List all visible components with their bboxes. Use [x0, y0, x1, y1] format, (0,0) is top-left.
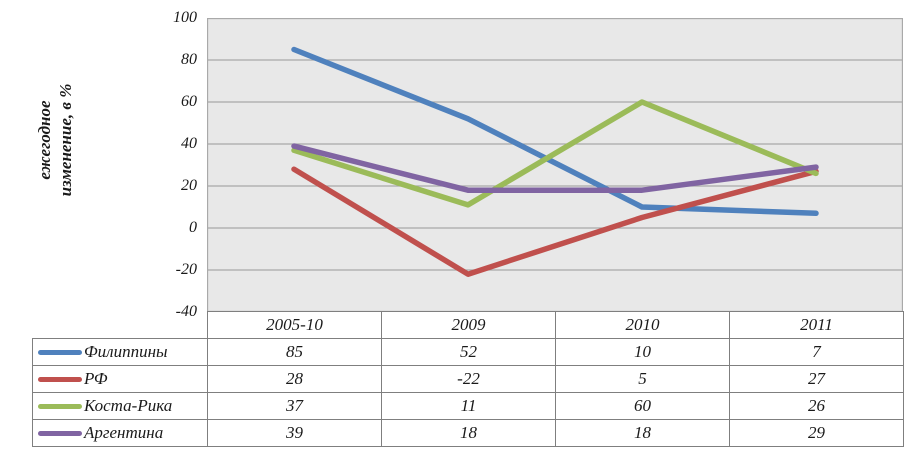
table-corner-cell — [33, 312, 208, 339]
series-name: Аргентина — [84, 423, 164, 442]
legend-line-swatch — [38, 403, 82, 409]
plot-svg — [207, 18, 903, 312]
y-tick-label: 40 — [181, 135, 197, 152]
y-tick-label: 20 — [181, 177, 197, 194]
value-cell: 39 — [207, 419, 382, 447]
value-cell: 28 — [207, 365, 382, 393]
category-header-cell: 2010 — [555, 311, 730, 339]
y-tick-label: -20 — [175, 261, 197, 278]
series-legend: Коста-Рика — [33, 393, 207, 419]
category-header-cell: 2011 — [729, 311, 904, 339]
series-label-cell: Филиппины — [32, 338, 208, 366]
data-table-head: 2005-10 2009 2010 2011 — [33, 311, 904, 339]
legend-line-swatch — [38, 430, 82, 436]
value-cell: 5 — [555, 365, 730, 393]
header-row: 2005-10 2009 2010 2011 — [33, 311, 904, 339]
series-line — [291, 166, 819, 277]
series-label-cell: Коста-Рика — [32, 392, 208, 420]
series-legend: Филиппины — [33, 339, 207, 365]
category-header-cell: 2005-10 — [207, 311, 382, 339]
value-cell: 37 — [207, 392, 382, 420]
series-line — [291, 46, 819, 217]
value-cell: 27 — [729, 365, 904, 393]
value-cell: 52 — [381, 338, 556, 366]
y-tick-label: 100 — [173, 9, 197, 26]
series-line — [291, 143, 819, 193]
series-row: РФ 28 -22 5 27 — [32, 365, 904, 393]
value-cell: 18 — [555, 419, 730, 447]
category-header-cell: 2009 — [381, 311, 556, 339]
data-table-body: Филиппины 85 52 10 7 РФ 28 -22 5 27 Коста-Рика 37 11… — [32, 338, 904, 447]
legend-line-swatch — [38, 349, 82, 355]
legend-line-swatch — [38, 376, 82, 382]
series-row: Аргентина 39 18 18 29 — [32, 419, 904, 447]
series-line — [291, 99, 819, 208]
series-legend: Аргентина — [33, 420, 207, 446]
value-cell: 29 — [729, 419, 904, 447]
series-name: РФ — [84, 369, 108, 388]
value-cell: 18 — [381, 419, 556, 447]
series-label-cell: Аргентина — [32, 419, 208, 447]
series-legend: РФ — [33, 366, 207, 392]
data-table: 2005-10 2009 2010 2011 Филиппины 85 52 10 7 РФ 28… — [32, 311, 904, 447]
series-label-cell: РФ — [32, 365, 208, 393]
value-cell: 26 — [729, 392, 904, 420]
series-name: Коста-Рика — [84, 396, 173, 415]
value-cell: -22 — [381, 365, 556, 393]
value-cell: 60 — [555, 392, 730, 420]
value-cell: 7 — [729, 338, 904, 366]
series-row: Филиппины 85 52 10 7 — [32, 338, 904, 366]
series-name: Филиппины — [84, 342, 168, 361]
value-cell: 85 — [207, 338, 382, 366]
y-tick-label: -40 — [175, 303, 197, 320]
y-tick-labels: 100 80 60 40 20 0 -20 -40 — [0, 0, 197, 330]
y-tick-label: 80 — [181, 51, 197, 68]
y-tick-label: 0 — [189, 219, 197, 236]
value-cell: 10 — [555, 338, 730, 366]
y-tick-label: 60 — [181, 93, 197, 110]
series-row: Коста-Рика 37 11 60 26 — [32, 392, 904, 420]
value-cell: 11 — [381, 392, 556, 420]
